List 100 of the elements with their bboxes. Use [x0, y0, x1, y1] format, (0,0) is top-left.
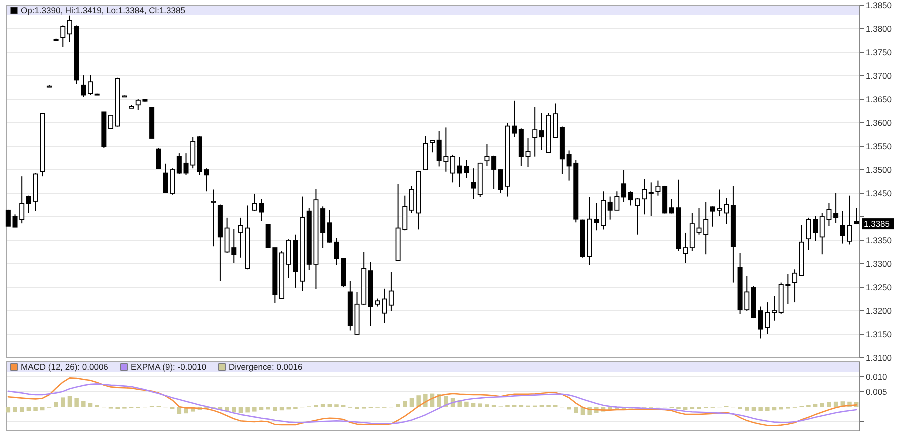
- candlestick: [648, 182, 654, 217]
- bar: [834, 402, 838, 407]
- candlestick: [526, 138, 531, 168]
- bar: [82, 401, 86, 407]
- bar: [74, 398, 79, 407]
- y-tick-label: 1.3200: [866, 306, 892, 316]
- candlestick: [642, 178, 648, 216]
- bar: [266, 407, 270, 410]
- candlestick: [471, 168, 476, 200]
- candlestick: [88, 75, 93, 96]
- annotation: 1.3385: [864, 219, 890, 230]
- bar: [286, 407, 291, 410]
- candlestick: [259, 198, 264, 222]
- bar: [6, 407, 11, 413]
- legend-label: Divergence: 0.0016: [229, 362, 303, 372]
- bar: [567, 407, 572, 410]
- bar: [61, 398, 66, 407]
- candlestick: [211, 189, 216, 248]
- bar: [232, 407, 236, 413]
- bar: [88, 403, 93, 407]
- candlestick: [539, 112, 544, 151]
- bar: [403, 401, 408, 407]
- bar: [252, 407, 257, 412]
- candlestick: [108, 115, 114, 130]
- y-tick-label: 1.3300: [866, 258, 892, 269]
- bar: [683, 407, 688, 410]
- y-tick-label: 1.3500: [866, 164, 892, 175]
- legend-label: MACD (12, 26): 0.0006: [21, 362, 109, 372]
- bar: [410, 398, 414, 407]
- y-tick-label: 1.3150: [866, 329, 892, 340]
- candlestick: [772, 295, 777, 322]
- bar: [259, 407, 264, 410]
- bar: [416, 396, 421, 407]
- bar: [471, 403, 476, 407]
- candlestick: [238, 217, 244, 258]
- candlestick: [26, 195, 32, 214]
- candlestick: [409, 186, 414, 214]
- candlestick: [163, 163, 168, 194]
- bar: [464, 402, 469, 407]
- bar: [273, 407, 278, 412]
- candlestick: [6, 209, 11, 227]
- candlestick: [512, 100, 518, 138]
- legend-label: Op:1.3390, Hi:1.3419, Lo:1.3384, Cl:1.3385: [21, 5, 186, 16]
- bar: [246, 407, 250, 413]
- candlestick: [813, 216, 818, 242]
- y-tick-label: 1.3650: [866, 94, 892, 104]
- bar: [238, 407, 244, 414]
- candlestick: [388, 271, 394, 312]
- candlestick: [252, 193, 258, 212]
- candlestick: [532, 106, 538, 158]
- bar: [478, 404, 482, 407]
- bar: [328, 404, 332, 407]
- y-tick-label: 0.005: [866, 386, 888, 397]
- bar: [758, 407, 763, 412]
- y-tick-label: 1.3750: [866, 47, 892, 58]
- bar: [766, 407, 770, 412]
- y-tick-label: 1.3450: [866, 188, 892, 198]
- line-series: [8, 384, 858, 424]
- candlestick: [430, 140, 435, 154]
- candlestick: [204, 168, 210, 192]
- candlestick: [170, 168, 176, 196]
- candlestick: [683, 232, 688, 264]
- candlestick: [320, 206, 326, 249]
- legend-label: EXPMA (9): -0.0010: [131, 362, 207, 372]
- bar: [574, 407, 578, 414]
- y-tick-label: 0.010: [866, 372, 888, 382]
- candlestick: [60, 25, 66, 48]
- y-tick-label: 1.3850: [866, 0, 892, 10]
- bar: [34, 407, 38, 412]
- bar: [396, 404, 400, 407]
- bar: [68, 396, 72, 407]
- candlestick: [492, 155, 497, 190]
- candlestick: [792, 269, 798, 304]
- candlestick: [710, 206, 716, 228]
- bar: [745, 407, 750, 411]
- bar: [40, 407, 45, 411]
- candlestick: [484, 144, 490, 167]
- bar: [827, 402, 832, 407]
- y-tick-label: 1.3250: [866, 282, 892, 292]
- candlestick: [176, 153, 182, 175]
- candlestick: [81, 75, 86, 98]
- candlestick: [156, 148, 162, 170]
- candlestick: [450, 154, 456, 184]
- bar: [280, 407, 284, 411]
- y-tick-label: 1.3550: [866, 141, 892, 152]
- bar: [820, 403, 824, 407]
- bar: [779, 407, 784, 410]
- bar: [772, 407, 777, 411]
- bar: [752, 407, 756, 412]
- y-tick-label: 1.3600: [866, 118, 892, 128]
- y-tick-label: 1.3350: [866, 235, 892, 246]
- candlestick: [656, 180, 661, 196]
- candlestick: [690, 212, 695, 252]
- candlestick: [67, 15, 72, 43]
- bar: [13, 407, 18, 412]
- bar: [54, 402, 58, 407]
- y-tick-label: 1.3800: [866, 24, 892, 34]
- y-tick-label: 1.3100: [866, 352, 892, 363]
- bar: [26, 407, 32, 412]
- candlestick: [806, 217, 812, 251]
